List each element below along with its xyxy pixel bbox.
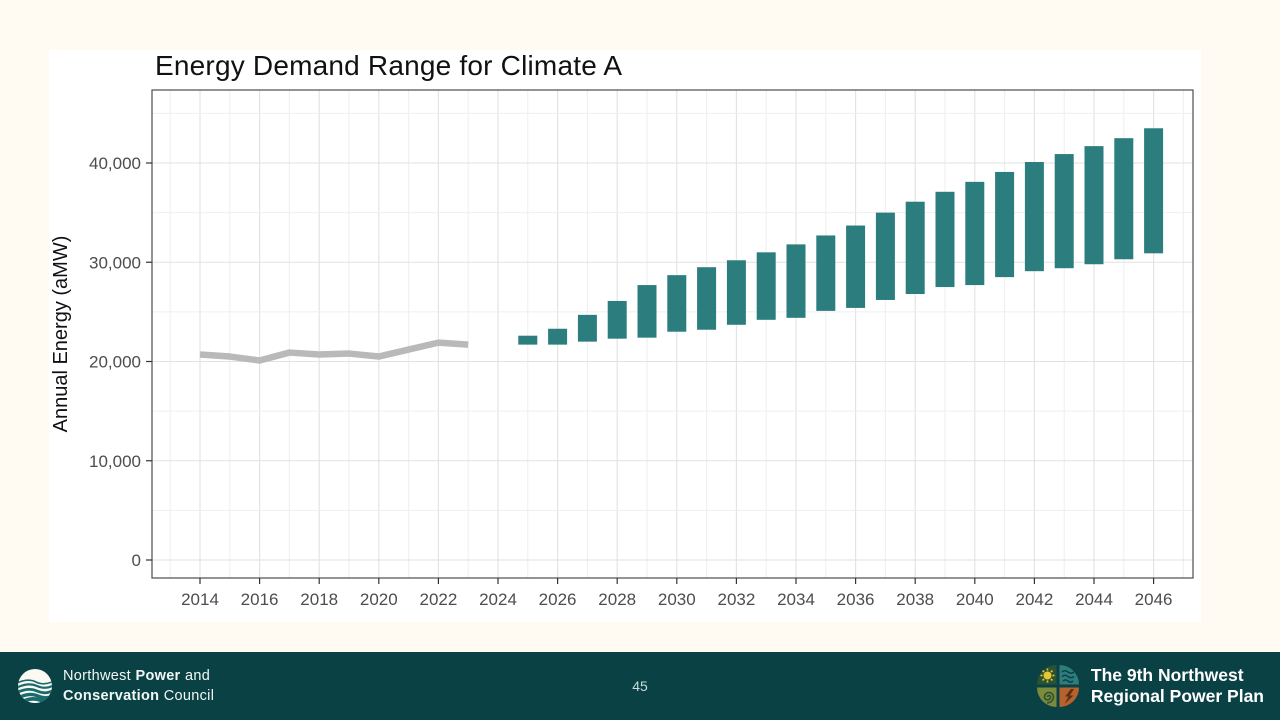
x-tick-label: 2026 (539, 590, 577, 609)
logo-quadrant-water (1059, 665, 1079, 685)
x-tick-label: 2028 (598, 590, 636, 609)
demand-range-bar (756, 252, 776, 320)
x-tick-label: 2032 (717, 590, 755, 609)
x-tick-label: 2024 (479, 590, 517, 609)
demand-range-bar (1024, 162, 1044, 272)
historical-demand-line (199, 339, 469, 364)
energy-demand-chart: 2014 2016 2018 2020 2022 2024 2026 2028 2030 2032… (50, 89, 1194, 609)
demand-range-bar (637, 285, 657, 338)
plan-title-line2: Regional Power Plan (1090, 686, 1264, 706)
x-tick-label: 2042 (1015, 590, 1053, 609)
y-tick-label: 40,000 (89, 154, 141, 173)
x-tick-label: 2034 (777, 590, 815, 609)
council-name-line1: Northwest Power and (63, 666, 214, 686)
y-tick-label: 20,000 (89, 353, 141, 372)
x-tick-label: 2030 (658, 590, 696, 609)
org-word-bold: Conservation (63, 688, 160, 704)
plan-title-line1: The 9th Northwest (1090, 665, 1244, 685)
demand-range-bar (1054, 154, 1074, 269)
org-word: Northwest (63, 668, 131, 684)
power-plan-logo (1036, 665, 1079, 707)
org-word: and (185, 668, 211, 684)
x-tick-label: 2014 (181, 590, 219, 609)
demand-range-bar (905, 201, 925, 295)
demand-range-bar (935, 191, 955, 288)
x-tick-label: 2036 (837, 590, 875, 609)
demand-range-bar (577, 314, 597, 342)
council-name: Northwest Power and Conservation Council (63, 666, 214, 706)
demand-range-bar (846, 225, 866, 308)
y-tick-label: 10,000 (89, 452, 141, 471)
grid-layer (152, 90, 1193, 578)
demand-range-bar (786, 244, 806, 318)
demand-range-bar (726, 260, 746, 325)
demand-range-bar (607, 300, 627, 339)
x-tick-label: 2038 (896, 590, 934, 609)
footer-bar: Northwest Power and Conservation Council 45 (0, 652, 1280, 720)
y-tick-label: 30,000 (89, 253, 141, 272)
demand-range-bar (816, 235, 836, 311)
plan-title: The 9th Northwest Regional Power Plan (1091, 665, 1264, 707)
x-tick-label: 2040 (956, 590, 994, 609)
demand-range-bar (667, 275, 687, 332)
data-layer (199, 128, 1164, 364)
panel-border (151, 89, 1194, 579)
x-tick-label: 2022 (419, 590, 457, 609)
y-tick-label: 0 (132, 551, 141, 570)
x-tick-label: 2016 (241, 590, 279, 609)
logo-quadrant-energy (1059, 687, 1079, 707)
demand-range-bar (1084, 146, 1104, 265)
org-word: Council (163, 688, 215, 704)
logo-quadrant-sun (1036, 665, 1057, 685)
demand-range-bar (1144, 128, 1164, 254)
demand-range-bar (518, 335, 538, 345)
org-word-bold: Power (135, 668, 181, 684)
x-tick-label: 2020 (360, 590, 398, 609)
council-name-line2: Conservation Council (63, 686, 214, 706)
demand-range-bar (995, 171, 1015, 278)
chart-title: Energy Demand Range for Climate A (155, 50, 623, 81)
x-tick-label: 2046 (1135, 590, 1173, 609)
axis-layer: 2014 2016 2018 2020 2022 2024 2026 2028 2030 2032… (89, 154, 1173, 609)
x-tick-label: 2018 (300, 590, 338, 609)
demand-range-bar (1114, 138, 1134, 260)
demand-range-bar (965, 181, 985, 286)
x-tick-label: 2044 (1075, 590, 1113, 609)
page-number: 45 (632, 678, 648, 694)
council-brand: Northwest Power and Conservation Council (16, 652, 214, 720)
demand-range-bar (548, 328, 568, 345)
demand-range-bar (875, 212, 895, 300)
nwpcc-waves-logo (18, 669, 52, 703)
demand-range-bar (697, 267, 717, 330)
y-axis-title: Annual Energy (aMW) (50, 236, 72, 433)
plan-brand: The 9th Northwest Regional Power Plan (1035, 652, 1264, 720)
logo-quadrant-spiral (1036, 687, 1057, 707)
chart-card: Energy Demand Range for Climate A 2014 20… (49, 50, 1201, 622)
